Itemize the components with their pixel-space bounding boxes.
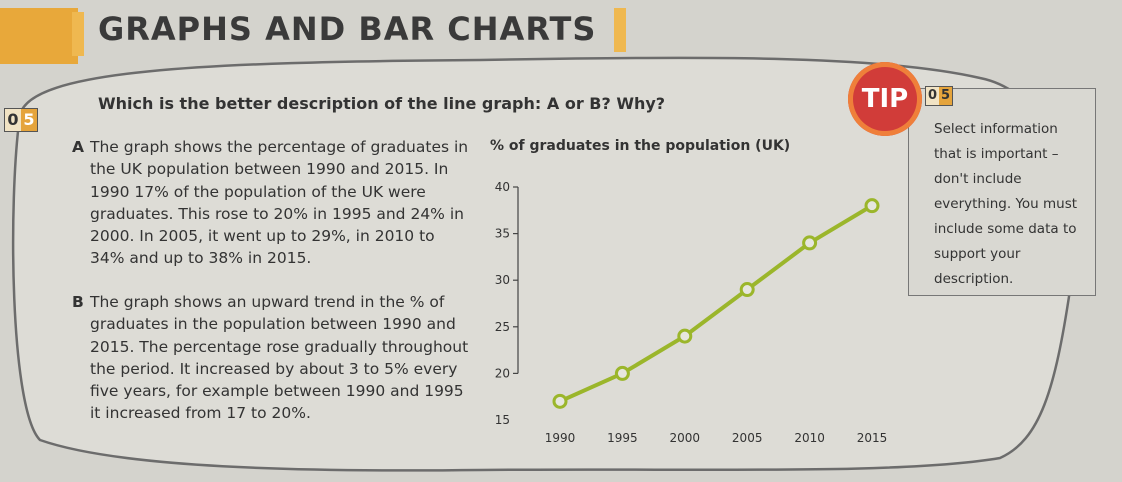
x-tick-label: 1995 xyxy=(607,431,638,445)
question-number-digit: 0 xyxy=(5,109,21,131)
header-color-strip xyxy=(0,8,78,64)
y-tick-label: 25 xyxy=(495,320,510,334)
option-a-letter: A xyxy=(72,138,84,156)
section-title: GRAPHS AND BAR CHARTS xyxy=(98,10,597,48)
series-line xyxy=(559,203,874,404)
line-chart: 15 20 25 30 35 40 1990 1995 2000 2005 2010 2015 xyxy=(495,180,888,445)
y-tick-label: 15 xyxy=(495,413,510,427)
tip-number-digit: 5 xyxy=(939,87,952,105)
question-number-badge: 0 5 xyxy=(4,108,38,132)
x-tick-label: 2000 xyxy=(670,431,701,445)
question-number-digit: 5 xyxy=(21,109,37,131)
question-text: Which is the better description of the l… xyxy=(98,94,666,113)
x-tick-label: 1990 xyxy=(545,431,576,445)
x-tick-label: 2005 xyxy=(732,431,763,445)
tip-box xyxy=(908,88,1096,296)
tip-badge: TIP xyxy=(848,62,922,136)
hand-drawn-outline xyxy=(11,56,1074,472)
chart-title: % of graduates in the population (UK) xyxy=(490,138,791,154)
tip-number-badge: 0 5 xyxy=(925,86,953,106)
y-tick-label: 40 xyxy=(495,180,510,194)
data-point xyxy=(614,365,630,381)
data-point xyxy=(802,235,818,251)
data-point xyxy=(739,282,755,298)
title-bracket-left xyxy=(72,12,84,56)
tip-number-digit: 0 xyxy=(926,87,939,105)
option-a-text: The graph shows the percentage of gradua… xyxy=(90,138,469,268)
y-tick-label: 20 xyxy=(495,366,510,380)
data-point xyxy=(864,198,880,214)
data-point xyxy=(677,328,693,344)
tip-text: Select information that is important – d… xyxy=(934,121,1078,287)
data-point xyxy=(552,393,568,409)
option-a: A The graph shows the percentage of grad… xyxy=(72,136,470,270)
y-tick-label: 35 xyxy=(495,227,510,241)
x-tick-label: 2010 xyxy=(794,431,825,445)
option-b-letter: B xyxy=(72,293,84,311)
x-tick-label: 2015 xyxy=(857,431,888,445)
title-bracket-right xyxy=(614,8,626,52)
option-b: B The graph shows an upward trend in the… xyxy=(72,291,470,425)
y-tick-label: 30 xyxy=(495,273,510,287)
option-b-text: The graph shows an upward trend in the %… xyxy=(90,293,469,423)
